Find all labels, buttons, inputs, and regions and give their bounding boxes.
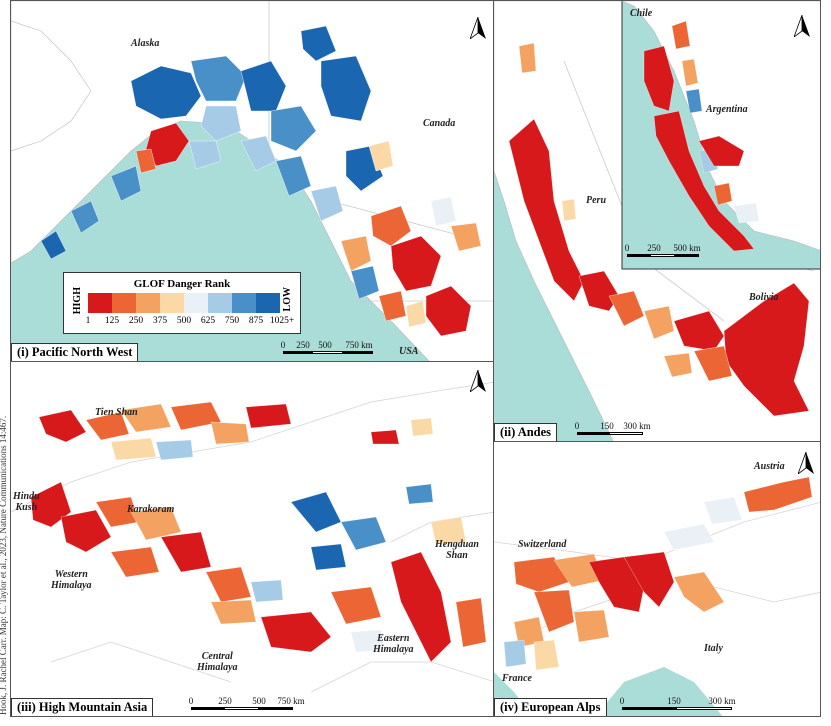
legend-tick: 1 <box>85 316 91 326</box>
legend-tick: 500 <box>176 316 192 326</box>
north-arrow-icon <box>470 370 486 392</box>
scale-tick: 0 <box>624 243 630 253</box>
scale-tick: 0 <box>280 340 286 350</box>
legend-swatch <box>112 293 136 313</box>
label-hindu-kush: Hindu Kush <box>13 491 40 513</box>
legend-low-label: LOW <box>282 287 293 312</box>
label-hengduan-shan: Hengduan Shan <box>435 539 479 561</box>
label-argentina: Argentina <box>706 104 748 115</box>
label-central-himalaya: Central Himalaya <box>197 651 238 673</box>
scale-tick: 500 km <box>673 243 701 253</box>
label-peru: Peru <box>586 195 606 206</box>
label-austria: Austria <box>754 461 785 472</box>
panel-title-andes: (ii) Andes <box>494 423 558 441</box>
scale-tick: 750 km <box>345 340 373 350</box>
legend-tick: 875 <box>248 316 264 326</box>
legend-swatch <box>136 293 160 313</box>
hma-basins <box>30 401 487 663</box>
label-canada: Canada <box>423 118 456 129</box>
label-chile: Chile <box>630 8 653 19</box>
label-bolivia: Bolivia <box>749 292 779 303</box>
scale-tick: 500 <box>252 696 266 706</box>
patagonia-inset <box>621 1 820 270</box>
panel-title-pnw: (i) Pacific North West <box>11 343 139 361</box>
scale-tick: 150 <box>600 421 614 431</box>
north-arrow-icon <box>798 452 814 474</box>
north-arrow-icon <box>470 17 486 39</box>
legend-tick: 250 <box>128 316 144 326</box>
scale-tick: 300 km <box>708 696 736 706</box>
legend-swatch <box>184 293 208 313</box>
legend-swatch <box>208 293 232 313</box>
scale-tick: 500 <box>318 340 332 350</box>
label-usa: USA <box>399 346 419 357</box>
pnw-land-west <box>11 20 92 152</box>
legend-tick: 125 <box>104 316 120 326</box>
scale-tick: 250 <box>647 243 661 253</box>
label-tien-shan: Tien Shan <box>95 407 138 418</box>
panel-title-hma: (iii) High Mountain Asia <box>11 698 154 716</box>
legend-swatch <box>256 293 280 313</box>
legend-swatch <box>88 293 112 313</box>
andes-map <box>494 1 820 441</box>
legend-tick: 750 <box>224 316 240 326</box>
scale-tick: 250 <box>296 340 310 350</box>
north-arrow-icon <box>794 15 810 37</box>
hma-map <box>11 362 493 716</box>
panel-european-alps: Austria Switzerland Italy France 0 150 3… <box>493 441 821 717</box>
label-western-himalaya: Western Himalaya <box>51 569 92 591</box>
scale-tick: 0 <box>574 421 580 431</box>
label-italy: Italy <box>704 643 723 654</box>
scale-tick: 750 km <box>277 696 305 706</box>
legend-tick: 375 <box>152 316 168 326</box>
scale-tick: 150 <box>667 696 681 706</box>
scale-tick: 0 <box>188 696 194 706</box>
label-alaska: Alaska <box>131 38 160 49</box>
label-france: France <box>502 673 532 684</box>
alps-basins <box>503 476 813 671</box>
label-karakoram: Karakoram <box>127 504 175 515</box>
legend-tick: 1025+ <box>269 316 295 326</box>
legend-high-label: HIGH <box>72 287 83 315</box>
pnw-basins <box>40 25 482 337</box>
legend: GLOF Danger Rank HIGH LOW 1 125 250 375 … <box>63 272 301 334</box>
panel-title-alps: (iv) European Alps <box>494 698 607 716</box>
legend-tick: 625 <box>200 316 216 326</box>
label-eastern-himalaya: Eastern Himalaya <box>373 633 414 655</box>
scale-tick: 0 <box>619 696 625 706</box>
credit-text: Hook, J. Rachel Carr. Map: C. Taylor et … <box>0 415 8 715</box>
label-switzerland: Switzerland <box>518 539 567 550</box>
alps-map <box>494 442 820 716</box>
legend-swatch <box>160 293 184 313</box>
legend-title: GLOF Danger Rank <box>133 278 231 290</box>
legend-swatch <box>232 293 256 313</box>
panel-andes: Chile Argentina Peru Bolivia 0 250 500 k… <box>493 0 821 442</box>
scale-tick: 250 <box>218 696 232 706</box>
panel-high-mountain-asia: Tien Shan Hindu Kush Karakoram Western H… <box>10 361 494 717</box>
scale-tick: 300 km <box>623 421 651 431</box>
andes-basins <box>508 42 810 417</box>
